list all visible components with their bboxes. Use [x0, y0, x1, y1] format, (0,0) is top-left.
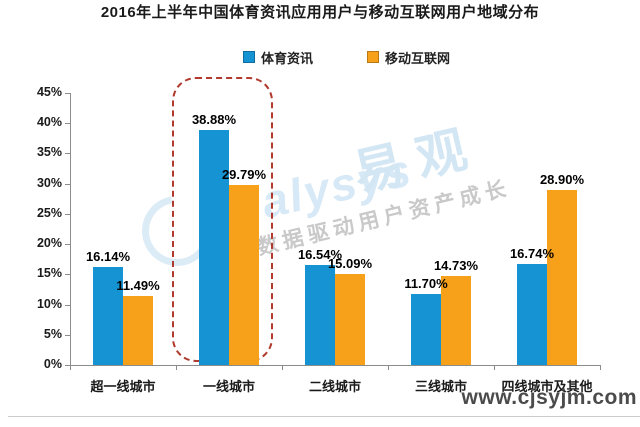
- y-axis-tick-label: 25%: [36, 205, 62, 220]
- site-url-watermark: www.cjsyjm.com: [461, 386, 637, 409]
- x-axis-category-label: 一线城市: [202, 379, 255, 394]
- watermark-logo-text: 易观: [348, 118, 486, 202]
- url-watermark-background: [468, 371, 640, 413]
- bar-value-label: 38.88%: [191, 111, 237, 127]
- bar-value-label: 16.74%: [509, 245, 555, 261]
- bar-sports: [305, 265, 335, 365]
- y-axis-tick-label: 40%: [36, 115, 62, 130]
- chart-title: 2016年上半年中国体育资讯应用用户与移动互联网用户地域分布: [100, 4, 540, 21]
- bar-value-label: 16.54%: [297, 247, 343, 263]
- bar-sports: [517, 263, 547, 365]
- bar-value-label: 14.73%: [433, 257, 479, 273]
- y-axis-tick-mark: [65, 213, 70, 215]
- bar-mobile: [229, 184, 259, 365]
- bar-mobile: [547, 190, 577, 365]
- bar-mobile: [441, 275, 471, 365]
- x-axis-tick-mark: [282, 366, 283, 370]
- x-axis-tick-mark: [494, 366, 495, 370]
- y-axis-tick-label: 20%: [36, 236, 62, 251]
- y-axis-tick-mark: [65, 334, 70, 336]
- legend-swatch-blue-icon: [243, 51, 255, 63]
- y-axis-tick-mark: [65, 274, 70, 276]
- bar-sports: [199, 129, 229, 365]
- y-axis-tick-label: 45%: [36, 85, 62, 99]
- bar-mobile: [335, 273, 365, 365]
- legend-label-sports: 体育资讯: [261, 50, 314, 66]
- x-axis-tick-mark: [70, 366, 71, 370]
- legend-swatch-orange-icon: [367, 51, 379, 63]
- x-axis-line: [70, 365, 601, 366]
- bar-sports: [411, 294, 441, 365]
- bar-value-label: 11.70%: [404, 276, 448, 292]
- x-axis-category-label: 二线城市: [308, 379, 361, 394]
- y-axis-tick-label: 0%: [43, 357, 62, 371]
- y-axis-tick-mark: [65, 365, 70, 366]
- x-axis-tick-mark: [176, 366, 177, 370]
- bar-value-label: 16.14%: [85, 249, 131, 265]
- legend: 体育资讯 移动互联网: [0, 50, 640, 66]
- y-axis-tick-label: 35%: [36, 145, 62, 160]
- bottom-divider-line: [8, 416, 640, 417]
- bar-value-label: 29.79%: [221, 166, 267, 182]
- bar-mobile: [123, 295, 153, 365]
- y-axis-tick-mark: [65, 183, 70, 185]
- x-axis-category-label: 三线城市: [414, 379, 467, 394]
- y-axis-line: [70, 93, 71, 365]
- y-axis-tick-mark: [65, 93, 70, 94]
- legend-item-mobile: 移动互联网: [367, 50, 451, 66]
- y-axis-tick-label: 10%: [36, 296, 62, 311]
- y-axis-tick-label: 15%: [36, 266, 62, 281]
- y-axis-tick-label: 5%: [43, 326, 62, 341]
- legend-label-mobile: 移动互联网: [385, 50, 451, 66]
- bar-value-label: 28.90%: [539, 172, 585, 188]
- x-axis-category-label: 超一线城市: [90, 379, 156, 394]
- x-axis-tick-mark: [600, 366, 601, 370]
- legend-item-sports: 体育资讯: [243, 50, 314, 66]
- bar-value-label: 15.09%: [327, 255, 373, 271]
- x-axis-category-label: 四线城市及其他: [501, 379, 593, 394]
- x-axis-tick-mark: [388, 366, 389, 370]
- y-axis-tick-mark: [65, 244, 70, 246]
- y-axis-tick-mark: [65, 153, 70, 155]
- y-axis-tick-label: 30%: [36, 175, 62, 190]
- y-axis-tick-mark: [65, 304, 70, 306]
- bar-value-label: 11.49%: [116, 277, 160, 293]
- bar-sports: [93, 267, 123, 365]
- y-axis-tick-mark: [65, 123, 70, 125]
